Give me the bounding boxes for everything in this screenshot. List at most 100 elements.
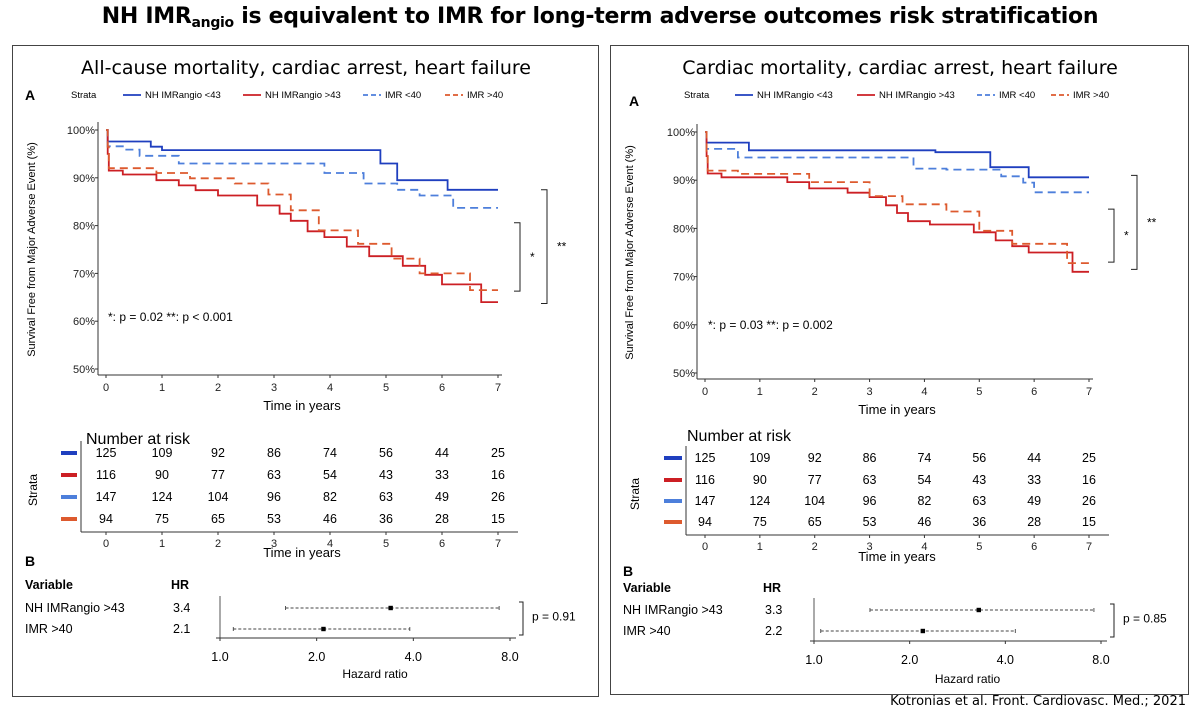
forest-bracket xyxy=(519,601,524,636)
forest-tick-label: 1.0 xyxy=(805,653,822,667)
risk-cell: 124 xyxy=(152,490,173,504)
forest-point xyxy=(321,626,326,632)
legend-label-4: IMR >40 xyxy=(467,90,503,101)
forest-tick-label: 4.0 xyxy=(997,653,1014,667)
risk-cell: 75 xyxy=(155,512,169,526)
bracket-single-label: * xyxy=(530,250,535,264)
survival-curve-3 xyxy=(705,131,1089,194)
legend-label-3: IMR <40 xyxy=(999,90,1035,101)
risk-cell: 82 xyxy=(323,490,337,504)
x-tick-label: 0 xyxy=(103,382,109,394)
risk-cell: 86 xyxy=(267,446,281,460)
y-tick-label: 50% xyxy=(73,364,95,376)
risk-cell: 53 xyxy=(267,512,281,526)
forest-x-title: Hazard ratio xyxy=(935,672,1001,686)
risk-cell: 36 xyxy=(972,515,986,529)
y-tick-label: 80% xyxy=(73,221,95,233)
risk-cell: 16 xyxy=(1082,473,1096,487)
risk-cell: 63 xyxy=(972,494,986,508)
p-value-annotation: *: p = 0.03 **: p = 0.002 xyxy=(708,318,833,332)
risk-cell: 104 xyxy=(804,494,825,508)
forest-tick-label: 2.0 xyxy=(308,650,325,664)
survival-curve-3 xyxy=(106,129,498,209)
risk-cell: 147 xyxy=(695,494,716,508)
chart-cardiac: Cardiac mortality, cardiac arrest, heart… xyxy=(623,57,1167,686)
risk-cell: 54 xyxy=(323,468,337,482)
risk-cell: 46 xyxy=(917,515,931,529)
risk-cell: 125 xyxy=(96,446,117,460)
risk-cell: 56 xyxy=(972,451,986,465)
x-tick-label: 7 xyxy=(495,382,501,394)
x-tick-label: 2 xyxy=(812,386,818,398)
risk-table-axis-label: Strata xyxy=(628,478,642,510)
bracket-single-label: * xyxy=(1124,229,1129,243)
title-suffix: is equivalent to IMR for long-term adver… xyxy=(233,4,1099,29)
risk-table-tick-label: 3 xyxy=(867,541,873,553)
panel-b-label: B xyxy=(25,553,35,569)
y-tick-label: 90% xyxy=(73,173,95,185)
risk-cell: 75 xyxy=(753,515,767,529)
forest-row-label: IMR >40 xyxy=(623,624,671,638)
y-tick-label: 70% xyxy=(673,272,695,284)
bracket-double-label: ** xyxy=(557,240,567,254)
y-tick-label: 50% xyxy=(673,368,695,380)
survival-curve-2 xyxy=(106,129,498,303)
legend-label-4: IMR >40 xyxy=(1073,90,1109,101)
risk-cell: 43 xyxy=(379,468,393,482)
forest-tick-label: 2.0 xyxy=(901,653,918,667)
risk-cell: 49 xyxy=(435,490,449,504)
bracket-double xyxy=(1131,174,1138,270)
y-tick-label: 60% xyxy=(673,320,695,332)
risk-cell: 53 xyxy=(863,515,877,529)
risk-table-tick-label: 4 xyxy=(921,541,927,553)
forest-p-value: p = 0.85 xyxy=(1123,612,1167,626)
risk-cell: 46 xyxy=(323,512,337,526)
y-tick-label: 90% xyxy=(673,175,695,187)
bracket-double-label: ** xyxy=(1147,215,1157,229)
x-tick-label: 5 xyxy=(976,386,982,398)
panel-cardiac: Cardiac mortality, cardiac arrest, heart… xyxy=(610,45,1189,695)
risk-cell: 25 xyxy=(1082,451,1096,465)
y-tick-label: 80% xyxy=(673,223,695,235)
legend-label-2: NH IMRangio >43 xyxy=(879,90,955,101)
forest-row-hr: 3.4 xyxy=(173,601,190,615)
survival-curve-1 xyxy=(705,131,1089,179)
legend-title: Strata xyxy=(684,90,710,101)
forest-x-title: Hazard ratio xyxy=(342,667,408,681)
legend-title: Strata xyxy=(71,90,97,101)
risk-cell: 94 xyxy=(698,515,712,529)
risk-cell: 147 xyxy=(96,490,117,504)
y-tick-label: 70% xyxy=(73,268,95,280)
bracket-double xyxy=(541,189,548,305)
forest-row-label: IMR >40 xyxy=(25,622,73,636)
forest-tick-label: 4.0 xyxy=(405,650,422,664)
forest-tick-label: 8.0 xyxy=(1092,653,1109,667)
risk-cell: 74 xyxy=(323,446,337,460)
risk-cell: 90 xyxy=(753,473,767,487)
risk-cell: 28 xyxy=(1027,515,1041,529)
risk-table-tick-label: 6 xyxy=(439,538,445,550)
x-axis-title: Time in years xyxy=(858,402,936,417)
panel-b-label: B xyxy=(623,563,633,579)
x-tick-label: 3 xyxy=(867,386,873,398)
risk-cell: 43 xyxy=(972,473,986,487)
risk-cell: 77 xyxy=(808,473,822,487)
y-axis-title: Survival Free from Major Adverse Event (… xyxy=(26,142,38,357)
panel-a-label: A xyxy=(25,87,35,103)
forest-tick-label: 1.0 xyxy=(211,650,228,664)
risk-cell: 104 xyxy=(208,490,229,504)
forest-point xyxy=(388,605,393,611)
risk-table-tick-label: 1 xyxy=(757,541,763,553)
y-tick-label: 100% xyxy=(67,125,95,137)
x-tick-label: 1 xyxy=(159,382,165,394)
risk-cell: 36 xyxy=(379,512,393,526)
risk-cell: 94 xyxy=(99,512,113,526)
risk-cell: 63 xyxy=(267,468,281,482)
forest-tick-label: 8.0 xyxy=(501,650,518,664)
legend-label-1: NH IMRangio <43 xyxy=(757,90,833,101)
risk-table-tick-label: 0 xyxy=(702,541,708,553)
y-tick-label: 60% xyxy=(73,316,95,328)
risk-cell: 16 xyxy=(491,468,505,482)
forest-header-variable: Variable xyxy=(25,578,73,592)
forest-bracket xyxy=(1110,603,1115,638)
